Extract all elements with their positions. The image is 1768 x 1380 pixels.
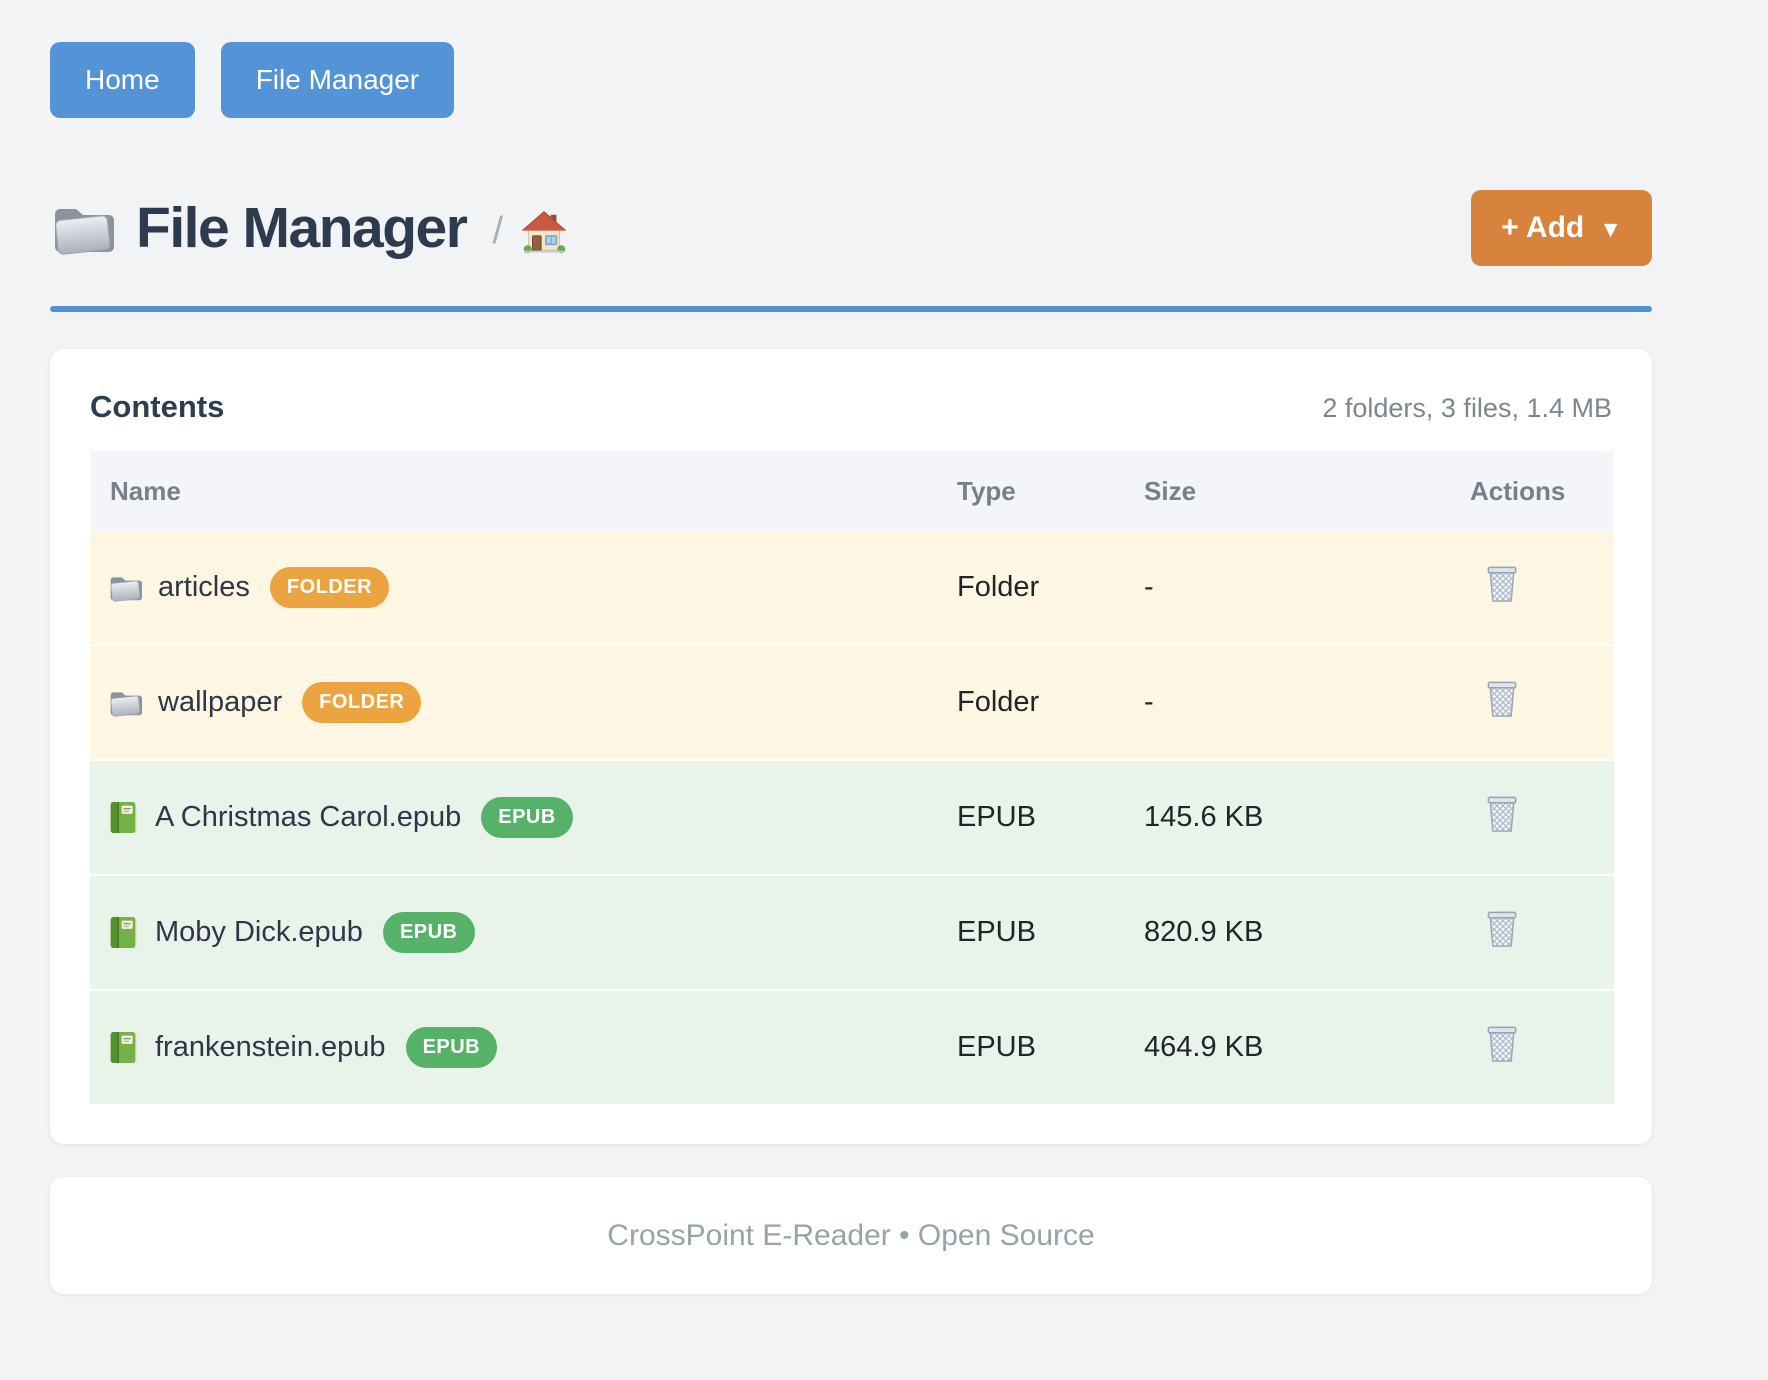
add-button-label: + Add: [1501, 211, 1585, 244]
contents-card-header: Contents 2 folders, 3 files, 1.4 MB: [90, 389, 1612, 425]
trash-icon: [1485, 564, 1519, 603]
title-underline: [50, 306, 1652, 312]
file-name: frankenstein.epub: [155, 1031, 386, 1063]
page: Home File Manager File Manager / + Add ▼…: [50, 42, 1652, 1294]
file-size: 464.9 KB: [1144, 989, 1470, 1104]
trash-icon: [1485, 909, 1519, 948]
table-row[interactable]: A Christmas Carol.epub EPUB EPUB 145.6 K…: [90, 759, 1614, 875]
trash-icon: [1485, 679, 1519, 718]
nav-file-manager-button[interactable]: File Manager: [220, 42, 455, 118]
file-type: EPUB: [957, 759, 1144, 875]
file-size: 820.9 KB: [1144, 874, 1470, 990]
folder-icon: [108, 687, 142, 718]
book-icon: [108, 800, 139, 835]
table-row[interactable]: wallpaper FOLDER Folder -: [90, 644, 1614, 760]
epub-badge: EPUB: [481, 797, 573, 838]
folder-badge: FOLDER: [269, 567, 390, 608]
file-type: EPUB: [957, 874, 1144, 990]
page-header: File Manager / + Add ▼: [50, 190, 1652, 266]
footer-text: CrossPoint E-Reader • Open Source: [607, 1218, 1095, 1252]
delete-button[interactable]: [1485, 1024, 1519, 1063]
table-row[interactable]: articles FOLDER Folder -: [90, 531, 1614, 645]
trash-icon: [1485, 794, 1519, 833]
table-row[interactable]: frankenstein.epub EPUB EPUB 464.9 KB: [90, 989, 1614, 1104]
epub-badge: EPUB: [405, 1027, 498, 1068]
column-header-size: Size: [1144, 451, 1470, 531]
file-type: EPUB: [957, 989, 1144, 1104]
file-name: A Christmas Carol.epub: [155, 801, 462, 833]
file-name: articles: [158, 571, 250, 603]
contents-heading: Contents: [90, 389, 225, 424]
page-title: File Manager: [136, 196, 468, 260]
folder-badge: FOLDER: [302, 682, 422, 723]
file-type: Folder: [957, 644, 1144, 760]
delete-button[interactable]: [1485, 564, 1519, 603]
footer: CrossPoint E-Reader • Open Source: [50, 1177, 1652, 1294]
file-type: Folder: [957, 531, 1144, 645]
title-wrap: File Manager /: [50, 195, 567, 261]
home-breadcrumb-icon[interactable]: [521, 210, 567, 254]
epub-badge: EPUB: [382, 912, 475, 953]
contents-summary: 2 folders, 3 files, 1.4 MB: [1322, 393, 1612, 423]
book-icon: [108, 1030, 139, 1065]
file-name: Moby Dick.epub: [155, 916, 363, 948]
delete-button[interactable]: [1485, 679, 1519, 718]
contents-card: Contents 2 folders, 3 files, 1.4 MB Name…: [50, 349, 1652, 1144]
table-header-row: Name Type Size Actions: [90, 451, 1614, 531]
table-row[interactable]: Moby Dick.epub EPUB EPUB 820.9 KB: [90, 874, 1614, 990]
breadcrumb-separator: /: [492, 209, 503, 252]
add-button[interactable]: + Add ▼: [1471, 190, 1652, 266]
file-size: 145.6 KB: [1144, 759, 1470, 875]
nav-home-button[interactable]: Home: [50, 42, 195, 118]
delete-button[interactable]: [1485, 909, 1519, 948]
file-name: wallpaper: [158, 686, 283, 718]
chevron-down-icon: ▼: [1599, 215, 1622, 242]
top-nav: Home File Manager: [50, 42, 1652, 118]
column-header-name: Name: [90, 451, 957, 531]
file-size: -: [1144, 644, 1470, 760]
book-icon: [108, 915, 139, 950]
column-header-actions: Actions: [1470, 451, 1614, 531]
folder-icon: [50, 199, 114, 257]
file-table: Name Type Size Actions articles FOLDER: [90, 451, 1614, 1104]
column-header-type: Type: [957, 451, 1144, 531]
trash-icon: [1485, 1024, 1519, 1063]
delete-button[interactable]: [1485, 794, 1519, 833]
folder-icon: [108, 572, 142, 603]
file-size: -: [1144, 531, 1470, 645]
